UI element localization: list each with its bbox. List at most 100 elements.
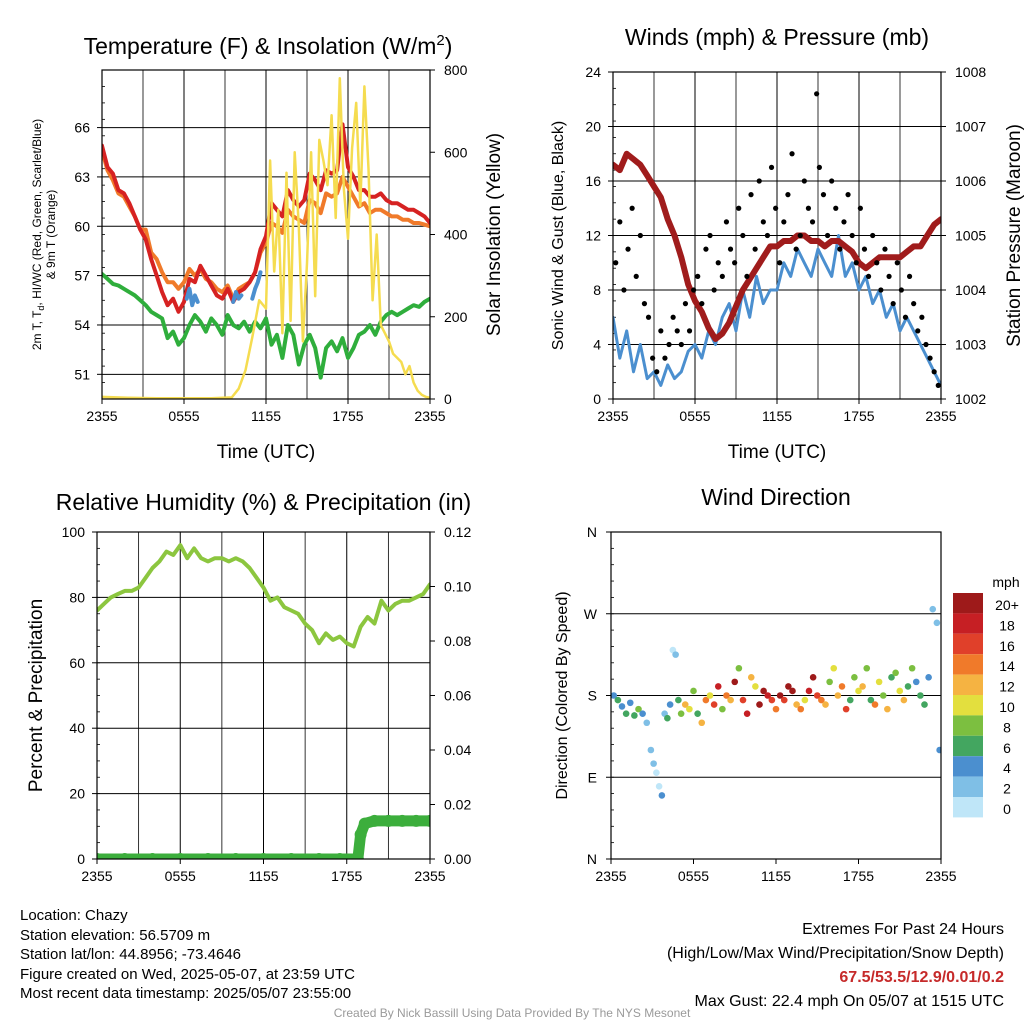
direction-point [639,710,646,717]
winds-xtick-label: 1155 [762,408,792,424]
winds-ytick-label: 12 [585,228,601,244]
direction-point [727,696,734,704]
colorbar-label: 16 [999,638,1015,654]
direction-point [618,703,626,710]
winds-series-2-point [837,246,843,252]
direction-point [690,687,697,695]
winds-series-2-point [678,341,684,348]
direction-point [664,714,671,722]
temp-y2tick-label: 200 [444,309,468,325]
colorbar-swatch [953,654,983,675]
winds-series-2-point [674,328,680,334]
direction-point [789,687,796,695]
winds-series-2-point [793,246,799,252]
winds-series-2-point [658,328,664,334]
rh-frame [96,531,431,860]
rh-plot-area [97,543,430,859]
temp-frame [101,69,431,400]
winds-xtick-label: 2355 [925,408,956,424]
direction-point [686,705,693,713]
winds-series-2-point [814,91,820,97]
direction-point [904,683,912,690]
latlon-text: Station lat/lon: 44.8956; -73.4646 [20,946,242,963]
direction-point [896,687,904,695]
credit-text: Created By Nick Bassill Using Data Provi… [333,1006,691,1020]
direction-point [780,696,788,704]
colorbar-swatch [953,776,983,797]
winds-series-2-point [898,287,904,293]
colorbar-label: 18 [999,617,1015,633]
rh-y2tick-label: 0.06 [444,688,471,704]
colorbar-swatch [953,715,983,736]
colorbar-swatch [953,633,983,655]
elevation-text: Station elevation: 56.5709 m [20,926,211,944]
winds-series-2-point [870,232,876,239]
direction-point [747,674,755,681]
rh-xtick-label: 1155 [248,868,278,884]
winds-series-2-point [841,219,847,225]
dir-xtick-label: 2355 [595,868,626,884]
winds-y2label: Station Pressure (Maroon) [1004,124,1024,347]
winds-xtick-label: 0555 [679,408,710,424]
rh-y2tick-label: 0.12 [444,524,471,540]
temp-y2tick-label: 600 [444,144,468,160]
direction-point [626,699,634,707]
winds-ytick-label: 0 [593,391,601,407]
winds-series-2-point [764,232,771,239]
winds-series-2-point [637,232,643,239]
rh-ytick-label: 40 [69,720,85,736]
direction-point [723,692,730,699]
winds-plot-area [613,91,941,388]
direction-point [768,696,776,704]
direction-point [900,696,908,704]
winds-series-2-point [902,314,909,320]
temp-ytick-label: 57 [74,268,90,284]
direction-point [797,705,805,713]
winds-series-2-point [756,178,762,184]
direction-point [921,701,928,708]
winds-series-2-point [801,178,807,184]
dir-xtick-label: 2355 [925,868,956,884]
winds-series-2-point [645,314,652,320]
rh-xtick-label: 1755 [331,868,362,884]
winds-series-2-point [923,341,929,348]
direction-point [714,683,722,690]
direction-point [863,664,871,672]
direction-point [776,692,784,699]
direction-point [694,710,701,717]
winds-xtick-label: 2355 [597,408,628,424]
direction-point [855,687,862,695]
winds-series-2-point [625,246,631,252]
winds-ytick-label: 8 [593,282,601,298]
recent-text: Most recent data timestamp: 2025/05/07 2… [20,985,352,1002]
direction-point [822,701,829,708]
direction-point [647,746,655,754]
direction-point [867,696,875,704]
winds-series-2-point [703,246,709,252]
winds-series-2-point [719,273,725,279]
winds-series-2-point [849,232,855,239]
direction-point [622,710,630,717]
winds-series-2-point [816,164,822,170]
colorbar-label: 0 [1003,801,1011,817]
rh-ytick-label: 0 [77,851,85,867]
temp-ytick-label: 51 [74,366,90,382]
temp-xlabel: Time (UTC) [217,442,316,463]
winds-series-2-point [621,287,627,293]
direction-point [908,664,916,672]
direction-point [631,712,638,719]
colorbar-label: 6 [1003,740,1011,756]
winds-series-2-point [927,355,933,361]
direction-point [764,692,772,699]
direction-point [739,696,747,704]
direction-point [830,664,838,672]
colorbar-swatch [953,613,983,634]
direction-point [871,701,879,708]
winds-series-2-point [857,205,863,211]
direction-point [643,719,651,727]
winds-series-2-point [752,246,758,252]
rh-ytick-label: 100 [62,524,86,540]
winds-series-2-point [613,260,619,266]
direction-point [936,746,941,754]
